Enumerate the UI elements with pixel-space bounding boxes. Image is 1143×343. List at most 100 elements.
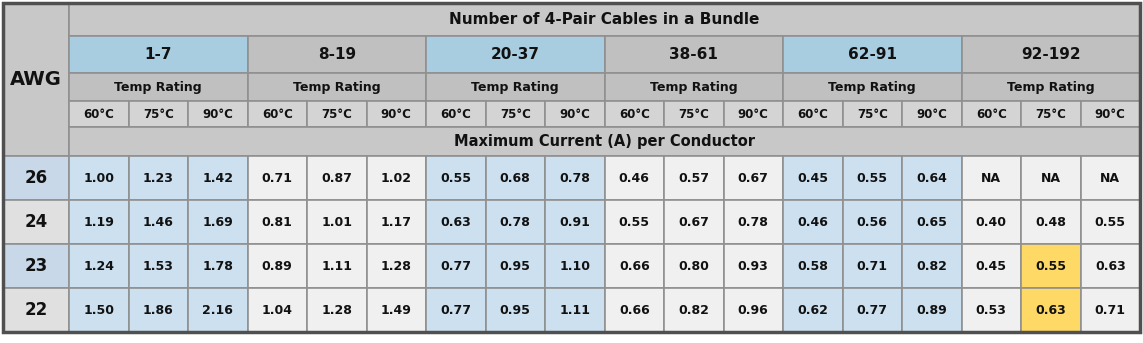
Text: 0.45: 0.45 [798,172,829,185]
Text: 0.55: 0.55 [1036,260,1066,272]
Bar [724,156,783,200]
Bar [426,244,486,288]
Bar [664,244,724,288]
Bar [605,101,664,127]
Text: 23: 23 [24,257,48,275]
Bar [367,156,426,200]
Text: 0.62: 0.62 [798,304,829,317]
Text: 0.93: 0.93 [738,260,768,272]
Text: 0.63: 0.63 [1036,304,1066,317]
Bar [783,36,961,73]
Text: NA: NA [1041,172,1061,185]
Bar [307,200,367,244]
Bar [486,156,545,200]
Text: 1.42: 1.42 [202,172,233,185]
Text: 0.80: 0.80 [678,260,709,272]
Bar [783,244,842,288]
Text: 1.24: 1.24 [83,260,114,272]
Bar [664,200,724,244]
Bar [248,156,307,200]
Text: 0.82: 0.82 [678,304,709,317]
Text: 1.53: 1.53 [143,260,174,272]
Bar [69,127,1140,156]
Text: 2.16: 2.16 [202,304,233,317]
Bar [248,288,307,332]
Text: Temp Rating: Temp Rating [114,81,202,94]
Text: 0.89: 0.89 [262,260,293,272]
Text: 1.11: 1.11 [559,304,590,317]
Bar [724,101,783,127]
Text: Temp Rating: Temp Rating [650,81,737,94]
Text: 0.82: 0.82 [917,260,948,272]
Bar [307,288,367,332]
Bar [783,200,842,244]
Text: 90°C: 90°C [381,107,411,120]
Text: 0.46: 0.46 [618,172,649,185]
Text: 0.63: 0.63 [1095,260,1126,272]
Text: 0.67: 0.67 [678,215,709,228]
Bar [1080,200,1140,244]
Bar [605,288,664,332]
Text: 1.23: 1.23 [143,172,174,185]
Text: 0.63: 0.63 [440,215,471,228]
Bar [69,36,248,73]
Bar [961,73,1140,101]
Text: 62-91: 62-91 [848,47,897,62]
Text: 0.40: 0.40 [976,215,1007,228]
Text: 0.68: 0.68 [499,172,530,185]
Text: 75°C: 75°C [321,107,352,120]
Bar [367,200,426,244]
Bar [3,288,69,332]
Text: 1.00: 1.00 [83,172,114,185]
Bar [248,244,307,288]
Bar [3,200,69,244]
Text: Temp Rating: Temp Rating [293,81,381,94]
Bar [486,288,545,332]
Bar [1080,101,1140,127]
Text: 0.71: 0.71 [262,172,293,185]
Bar [69,73,248,101]
Text: 0.91: 0.91 [559,215,590,228]
Text: 0.71: 0.71 [1095,304,1126,317]
Bar [69,200,128,244]
Bar [367,101,426,127]
Text: 1.17: 1.17 [381,215,411,228]
Text: 0.53: 0.53 [976,304,1007,317]
Bar [605,200,664,244]
Text: NA: NA [981,172,1001,185]
Bar [605,36,783,73]
Bar [426,73,605,101]
Bar [605,73,783,101]
Text: Temp Rating: Temp Rating [471,81,559,94]
Bar [902,244,961,288]
Bar [69,288,128,332]
Bar [307,244,367,288]
Text: NA: NA [1101,172,1120,185]
Text: 0.78: 0.78 [499,215,530,228]
Text: 1.69: 1.69 [202,215,233,228]
Text: 90°C: 90°C [1095,107,1126,120]
Bar [426,101,486,127]
Text: 0.56: 0.56 [857,215,888,228]
Text: 75°C: 75°C [499,107,530,120]
Bar [1080,156,1140,200]
Text: 60°C: 60°C [976,107,1007,120]
Text: 60°C: 60°C [618,107,649,120]
Text: 0.66: 0.66 [618,260,649,272]
Bar [426,288,486,332]
Bar [724,288,783,332]
Text: 75°C: 75°C [857,107,888,120]
Bar [426,36,605,73]
Text: 0.87: 0.87 [321,172,352,185]
Bar [187,288,248,332]
Text: 0.77: 0.77 [440,260,471,272]
Text: 1.86: 1.86 [143,304,174,317]
Bar [545,200,605,244]
Text: 1.19: 1.19 [83,215,114,228]
Text: 0.55: 0.55 [857,172,888,185]
Text: 0.78: 0.78 [738,215,769,228]
Bar [1021,156,1080,200]
Bar [187,244,248,288]
Bar [187,101,248,127]
Bar [842,200,902,244]
